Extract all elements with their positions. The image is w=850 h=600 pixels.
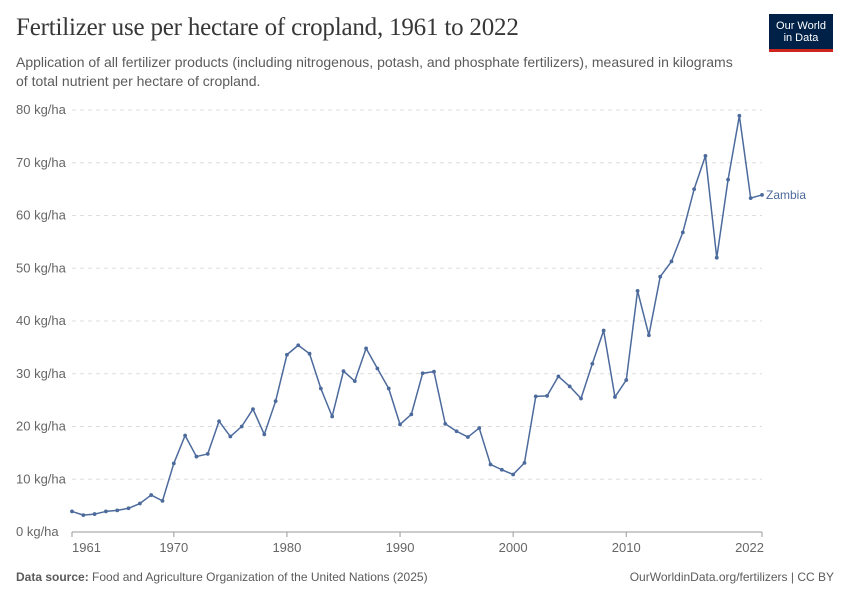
y-tick-label: 80 kg/ha (16, 102, 67, 117)
owid-logo[interactable]: Our World in Data (769, 14, 833, 52)
x-tick-label: 2010 (612, 540, 641, 555)
data-point[interactable] (160, 498, 165, 503)
data-point[interactable] (273, 399, 278, 404)
y-tick-label: 50 kg/ha (16, 260, 67, 275)
data-point[interactable] (477, 426, 482, 430)
data-point[interactable] (352, 379, 357, 384)
data-point[interactable] (81, 513, 86, 518)
data-point[interactable] (386, 386, 391, 391)
x-tick-label: 2022 (735, 540, 764, 555)
data-source-label: Data source: (16, 570, 89, 584)
logo-line-2: in Data (783, 32, 819, 44)
x-tick-label: 1970 (159, 540, 188, 555)
data-point[interactable] (692, 187, 697, 192)
data-point[interactable] (567, 384, 572, 389)
data-point[interactable] (714, 255, 719, 260)
data-point[interactable] (217, 419, 221, 424)
y-tick-label: 60 kg/ha (16, 208, 67, 223)
data-point[interactable] (364, 346, 368, 351)
y-tick-label: 70 kg/ha (16, 155, 67, 170)
data-point[interactable] (601, 328, 606, 333)
x-axis: 1961 1970 1980 1990 2000 2010 2022 (71, 531, 764, 555)
y-tick-label: 0 kg/ha (16, 524, 59, 539)
data-point[interactable] (341, 369, 346, 374)
y-tick-label: 20 kg/ha (16, 419, 67, 434)
data-point[interactable] (375, 366, 380, 371)
y-tick-label: 40 kg/ha (16, 313, 67, 328)
data-point[interactable] (307, 351, 312, 356)
data-point[interactable] (499, 467, 504, 472)
data-source: Data source: Food and Agriculture Organi… (16, 570, 428, 584)
y-tick-label: 30 kg/ha (16, 366, 67, 381)
data-point[interactable] (70, 509, 74, 514)
data-point[interactable] (104, 509, 108, 514)
data-point[interactable] (239, 424, 244, 429)
data-point[interactable] (590, 361, 595, 366)
chart-title: Fertilizer use per hectare of cropland, … (16, 14, 519, 41)
data-point[interactable] (624, 378, 629, 382)
data-point[interactable] (556, 374, 561, 379)
data-point[interactable] (285, 352, 289, 357)
data-point[interactable] (488, 462, 493, 467)
data-point[interactable] (126, 506, 131, 511)
data-point[interactable] (511, 472, 516, 477)
data-point[interactable] (522, 460, 527, 465)
data-point[interactable] (330, 414, 335, 419)
footer-link-area: OurWorldinData.org/fertilizers | CC BY (630, 570, 834, 584)
data-point[interactable] (443, 421, 448, 426)
series-line[interactable] (71, 115, 763, 516)
data-point[interactable] (296, 343, 301, 348)
gridlines (72, 109, 762, 480)
data-point[interactable] (658, 274, 663, 279)
data-point[interactable] (579, 396, 583, 401)
y-axis: 0 kg/ha 10 kg/ha 20 kg/ha 30 kg/ha 40 kg/ha 5… (16, 102, 67, 539)
y-tick-label: 10 kg/ha (16, 471, 67, 486)
x-tick-label: 1990 (386, 540, 415, 555)
data-point[interactable] (646, 333, 651, 338)
x-tick-label: 2000 (499, 540, 528, 555)
data-point[interactable] (228, 434, 233, 439)
data-point[interactable] (737, 113, 742, 118)
x-tick-label: 1980 (272, 540, 301, 555)
data-point[interactable] (454, 429, 459, 434)
data-point[interactable] (409, 412, 414, 417)
data-point[interactable] (680, 230, 685, 235)
data-point[interactable] (398, 422, 402, 427)
data-point[interactable] (115, 508, 120, 513)
data-point[interactable] (137, 501, 142, 506)
data-point[interactable] (318, 386, 323, 391)
data-point[interactable] (420, 371, 425, 376)
x-tick-label: 1961 (72, 540, 101, 555)
owid-link[interactable]: OurWorldinData.org/fertilizers (629, 570, 788, 584)
data-point[interactable] (726, 177, 730, 182)
data-point[interactable] (194, 454, 199, 459)
data-point[interactable] (545, 394, 549, 398)
logo-line-1: Our World (776, 20, 826, 32)
data-point[interactable] (466, 435, 470, 439)
data-point[interactable] (149, 493, 154, 497)
data-point[interactable] (635, 289, 640, 293)
data-point[interactable] (748, 196, 753, 200)
data-point[interactable] (251, 407, 255, 411)
data-point[interactable] (760, 193, 764, 197)
data-point[interactable] (205, 452, 210, 456)
data-point[interactable] (533, 394, 538, 399)
data-point[interactable] (703, 153, 708, 158)
data-point[interactable] (613, 395, 617, 399)
data-point[interactable] (171, 461, 176, 466)
data-point[interactable] (262, 432, 267, 437)
chart-subtitle: Application of all fertilizer products (… (16, 54, 733, 89)
data-point[interactable] (92, 512, 97, 516)
data-point[interactable] (669, 259, 674, 264)
series-zambia[interactable]: Zambia (70, 113, 806, 518)
data-source-text: Food and Agriculture Organization of the… (92, 570, 428, 584)
license-text: | CC BY (790, 570, 834, 584)
data-point[interactable] (432, 369, 436, 374)
data-point[interactable] (183, 433, 188, 438)
series-label: Zambia (766, 188, 806, 202)
